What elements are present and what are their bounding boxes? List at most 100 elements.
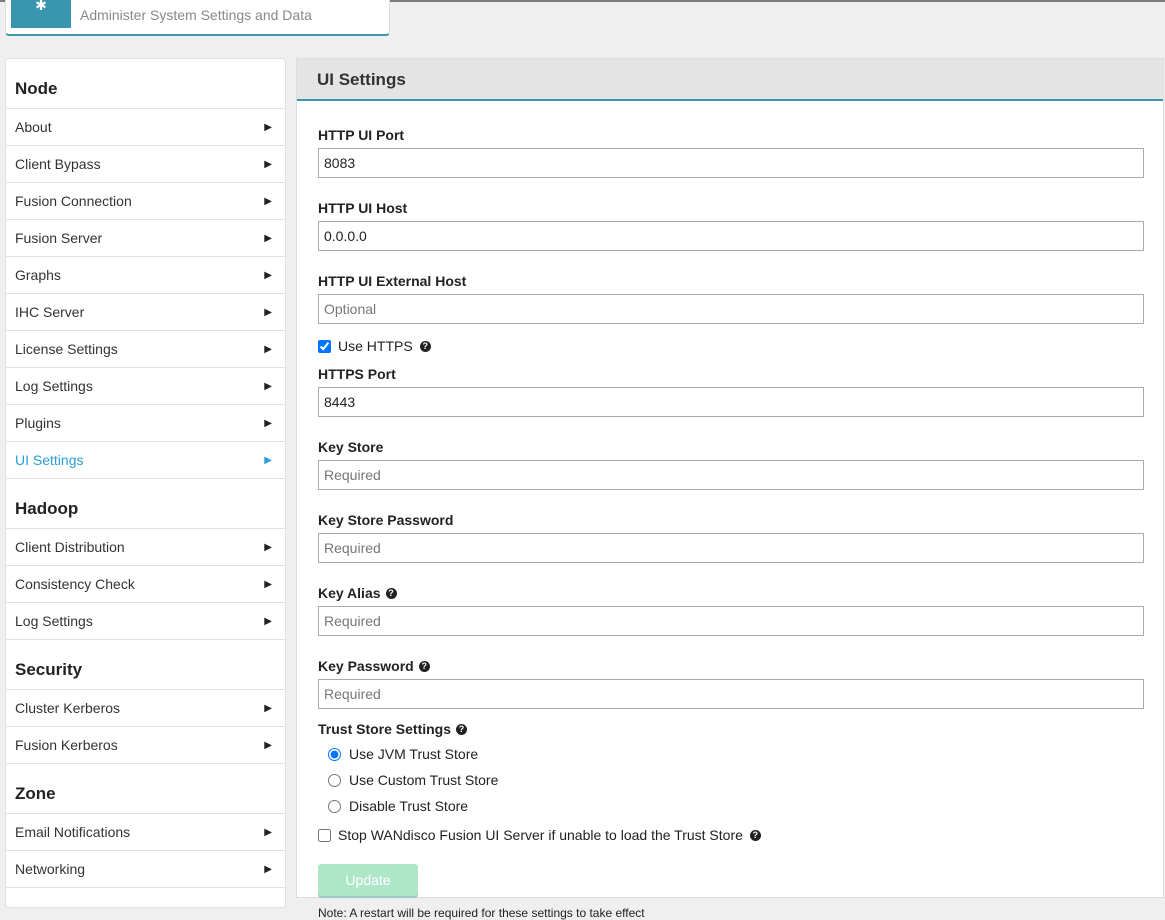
key-store-input[interactable] [318, 460, 1144, 490]
sidebar-item-label: Client Distribution [15, 539, 125, 555]
sidebar-item-consistency-check[interactable]: Consistency Check ▶ [6, 566, 285, 603]
chevron-right-icon: ▶ [264, 541, 272, 553]
key-alias-text: Key Alias [318, 585, 381, 601]
top-border [0, 0, 1165, 2]
sidebar-item-label: Client Bypass [15, 156, 101, 172]
sidebar-item-cluster-kerberos[interactable]: Cluster Kerberos ▶ [6, 690, 285, 727]
chevron-right-icon: ▶ [264, 121, 272, 133]
gear-icon: ✱ [11, 0, 71, 28]
sidebar-item-ui-settings[interactable]: UI Settings ▶ [6, 442, 285, 479]
sidebar-item-more[interactable] [6, 888, 285, 907]
http-host-input[interactable] [318, 221, 1144, 251]
http-host-label: HTTP UI Host [318, 200, 408, 216]
radio-label: Use JVM Trust Store [349, 746, 479, 762]
sidebar-item-log-settings[interactable]: Log Settings ▶ [6, 603, 285, 640]
chevron-right-icon: ▶ [264, 269, 272, 281]
https-port-label: HTTPS Port [318, 366, 396, 382]
key-password-text: Key Password [318, 658, 414, 674]
sidebar-section-heading: Node [6, 59, 285, 109]
update-button[interactable]: Update [318, 864, 418, 896]
key-store-label: Key Store [318, 439, 384, 455]
sidebar-section-heading: Zone [6, 764, 285, 814]
sidebar-item-email-notifications[interactable]: Email Notifications ▶ [6, 814, 285, 851]
sidebar-item-license-settings[interactable]: License Settings ▶ [6, 331, 285, 368]
sidebar-item-fusion-kerberos[interactable]: Fusion Kerberos ▶ [6, 727, 285, 764]
settings-panel: UI Settings HTTP UI Port HTTP UI Host HT… [296, 58, 1164, 920]
panel-title: UI Settings [297, 59, 1163, 101]
chevron-right-icon: ▶ [264, 232, 272, 244]
chevron-right-icon: ▶ [264, 380, 272, 392]
disable-trust-store-radio[interactable] [328, 799, 341, 813]
use-custom-trust-store-radio[interactable] [328, 773, 341, 787]
sidebar-item-label: Networking [15, 861, 86, 877]
sidebar-item-label: Cluster Kerberos [15, 700, 121, 716]
sidebar-item-client-distribution[interactable]: Client Distribution ▶ [6, 529, 285, 566]
chevron-right-icon: ▶ [264, 195, 272, 207]
use-https-label: Use HTTPS [338, 338, 413, 354]
sidebar-item-label: UI Settings [15, 452, 84, 468]
sidebar-item-label: Log Settings [15, 378, 93, 394]
sidebar-item-label: Plugins [15, 415, 61, 431]
help-icon[interactable]: ? [456, 723, 468, 735]
chevron-right-icon: ▶ [264, 306, 272, 318]
trust-store-text: Trust Store Settings [318, 721, 452, 737]
chevron-right-icon: ▶ [264, 578, 272, 590]
chevron-right-icon: ▶ [264, 615, 272, 627]
page-header: ✱ Administer System Settings and Data [5, 0, 390, 36]
chevron-right-icon: ▶ [264, 343, 272, 355]
sidebar-item-about[interactable]: About ▶ [6, 109, 285, 146]
sidebar-item-fusion-connection[interactable]: Fusion Connection ▶ [6, 183, 285, 220]
sidebar-item-label: About [15, 119, 52, 135]
trust-store-label: Trust Store Settings? [318, 721, 1142, 737]
sidebar-item-ihc-server[interactable]: IHC Server ▶ [6, 294, 285, 331]
sidebar-item-label: Log Settings [15, 613, 93, 629]
sidebar-item-label: Fusion Connection [15, 193, 132, 209]
external-host-input[interactable] [318, 294, 1144, 324]
radio-label: Use Custom Trust Store [349, 772, 499, 788]
sidebar-section-heading: Hadoop [6, 479, 285, 529]
sidebar-item-label: Consistency Check [15, 576, 135, 592]
help-icon[interactable]: ? [749, 829, 761, 841]
help-icon[interactable]: ? [385, 587, 397, 599]
use-jvm-trust-store-radio[interactable] [328, 747, 341, 761]
sidebar-item-fusion-server[interactable]: Fusion Server ▶ [6, 220, 285, 257]
chevron-right-icon: ▶ [264, 702, 272, 714]
stop-ui-server-checkbox[interactable] [318, 828, 331, 842]
key-password-label: Key Password? [318, 658, 1142, 674]
sidebar-section-heading: Security [6, 640, 285, 690]
sidebar-item-log-settings[interactable]: Log Settings ▶ [6, 368, 285, 405]
sidebar-item-client-bypass[interactable]: Client Bypass ▶ [6, 146, 285, 183]
key-password-input[interactable] [318, 679, 1144, 709]
sidebar-item-label: Email Notifications [15, 824, 131, 840]
chevron-right-icon: ▶ [264, 454, 272, 466]
chevron-right-icon: ▶ [264, 739, 272, 751]
sidebar-item-label: Fusion Server [15, 230, 103, 246]
chevron-right-icon: ▶ [264, 826, 272, 838]
http-port-input[interactable] [318, 148, 1144, 178]
restart-note: Note: A restart will be required for the… [318, 906, 645, 920]
sidebar-item-label: Graphs [15, 267, 61, 283]
sidebar-item-graphs[interactable]: Graphs ▶ [6, 257, 285, 294]
key-store-password-label: Key Store Password [318, 512, 454, 528]
stop-ui-server-label: Stop WANdisco Fusion UI Server if unable… [338, 827, 743, 843]
help-icon[interactable]: ? [418, 660, 430, 672]
sidebar-item-plugins[interactable]: Plugins ▶ [6, 405, 285, 442]
sidebar-item-networking[interactable]: Networking ▶ [6, 851, 285, 888]
key-store-password-input[interactable] [318, 533, 1144, 563]
sidebar-item-label: Fusion Kerberos [15, 737, 118, 753]
help-icon[interactable]: ? [419, 340, 431, 352]
key-alias-input[interactable] [318, 606, 1144, 636]
chevron-right-icon: ▶ [264, 863, 272, 875]
chevron-right-icon: ▶ [264, 158, 272, 170]
external-host-label: HTTP UI External Host [318, 273, 467, 289]
chevron-right-icon: ▶ [264, 417, 272, 429]
page-subtitle: Administer System Settings and Data [80, 7, 312, 23]
sidebar-item-label: License Settings [15, 341, 118, 357]
sidebar-item-label: IHC Server [15, 304, 85, 320]
radio-label: Disable Trust Store [349, 798, 469, 814]
http-port-label: HTTP UI Port [318, 127, 405, 143]
https-port-input[interactable] [318, 387, 1144, 417]
sidebar: Node About ▶ Client Bypass ▶ Fusion Connectio… [5, 58, 286, 908]
use-https-checkbox[interactable] [318, 339, 331, 353]
key-alias-label: Key Alias? [318, 585, 1142, 601]
